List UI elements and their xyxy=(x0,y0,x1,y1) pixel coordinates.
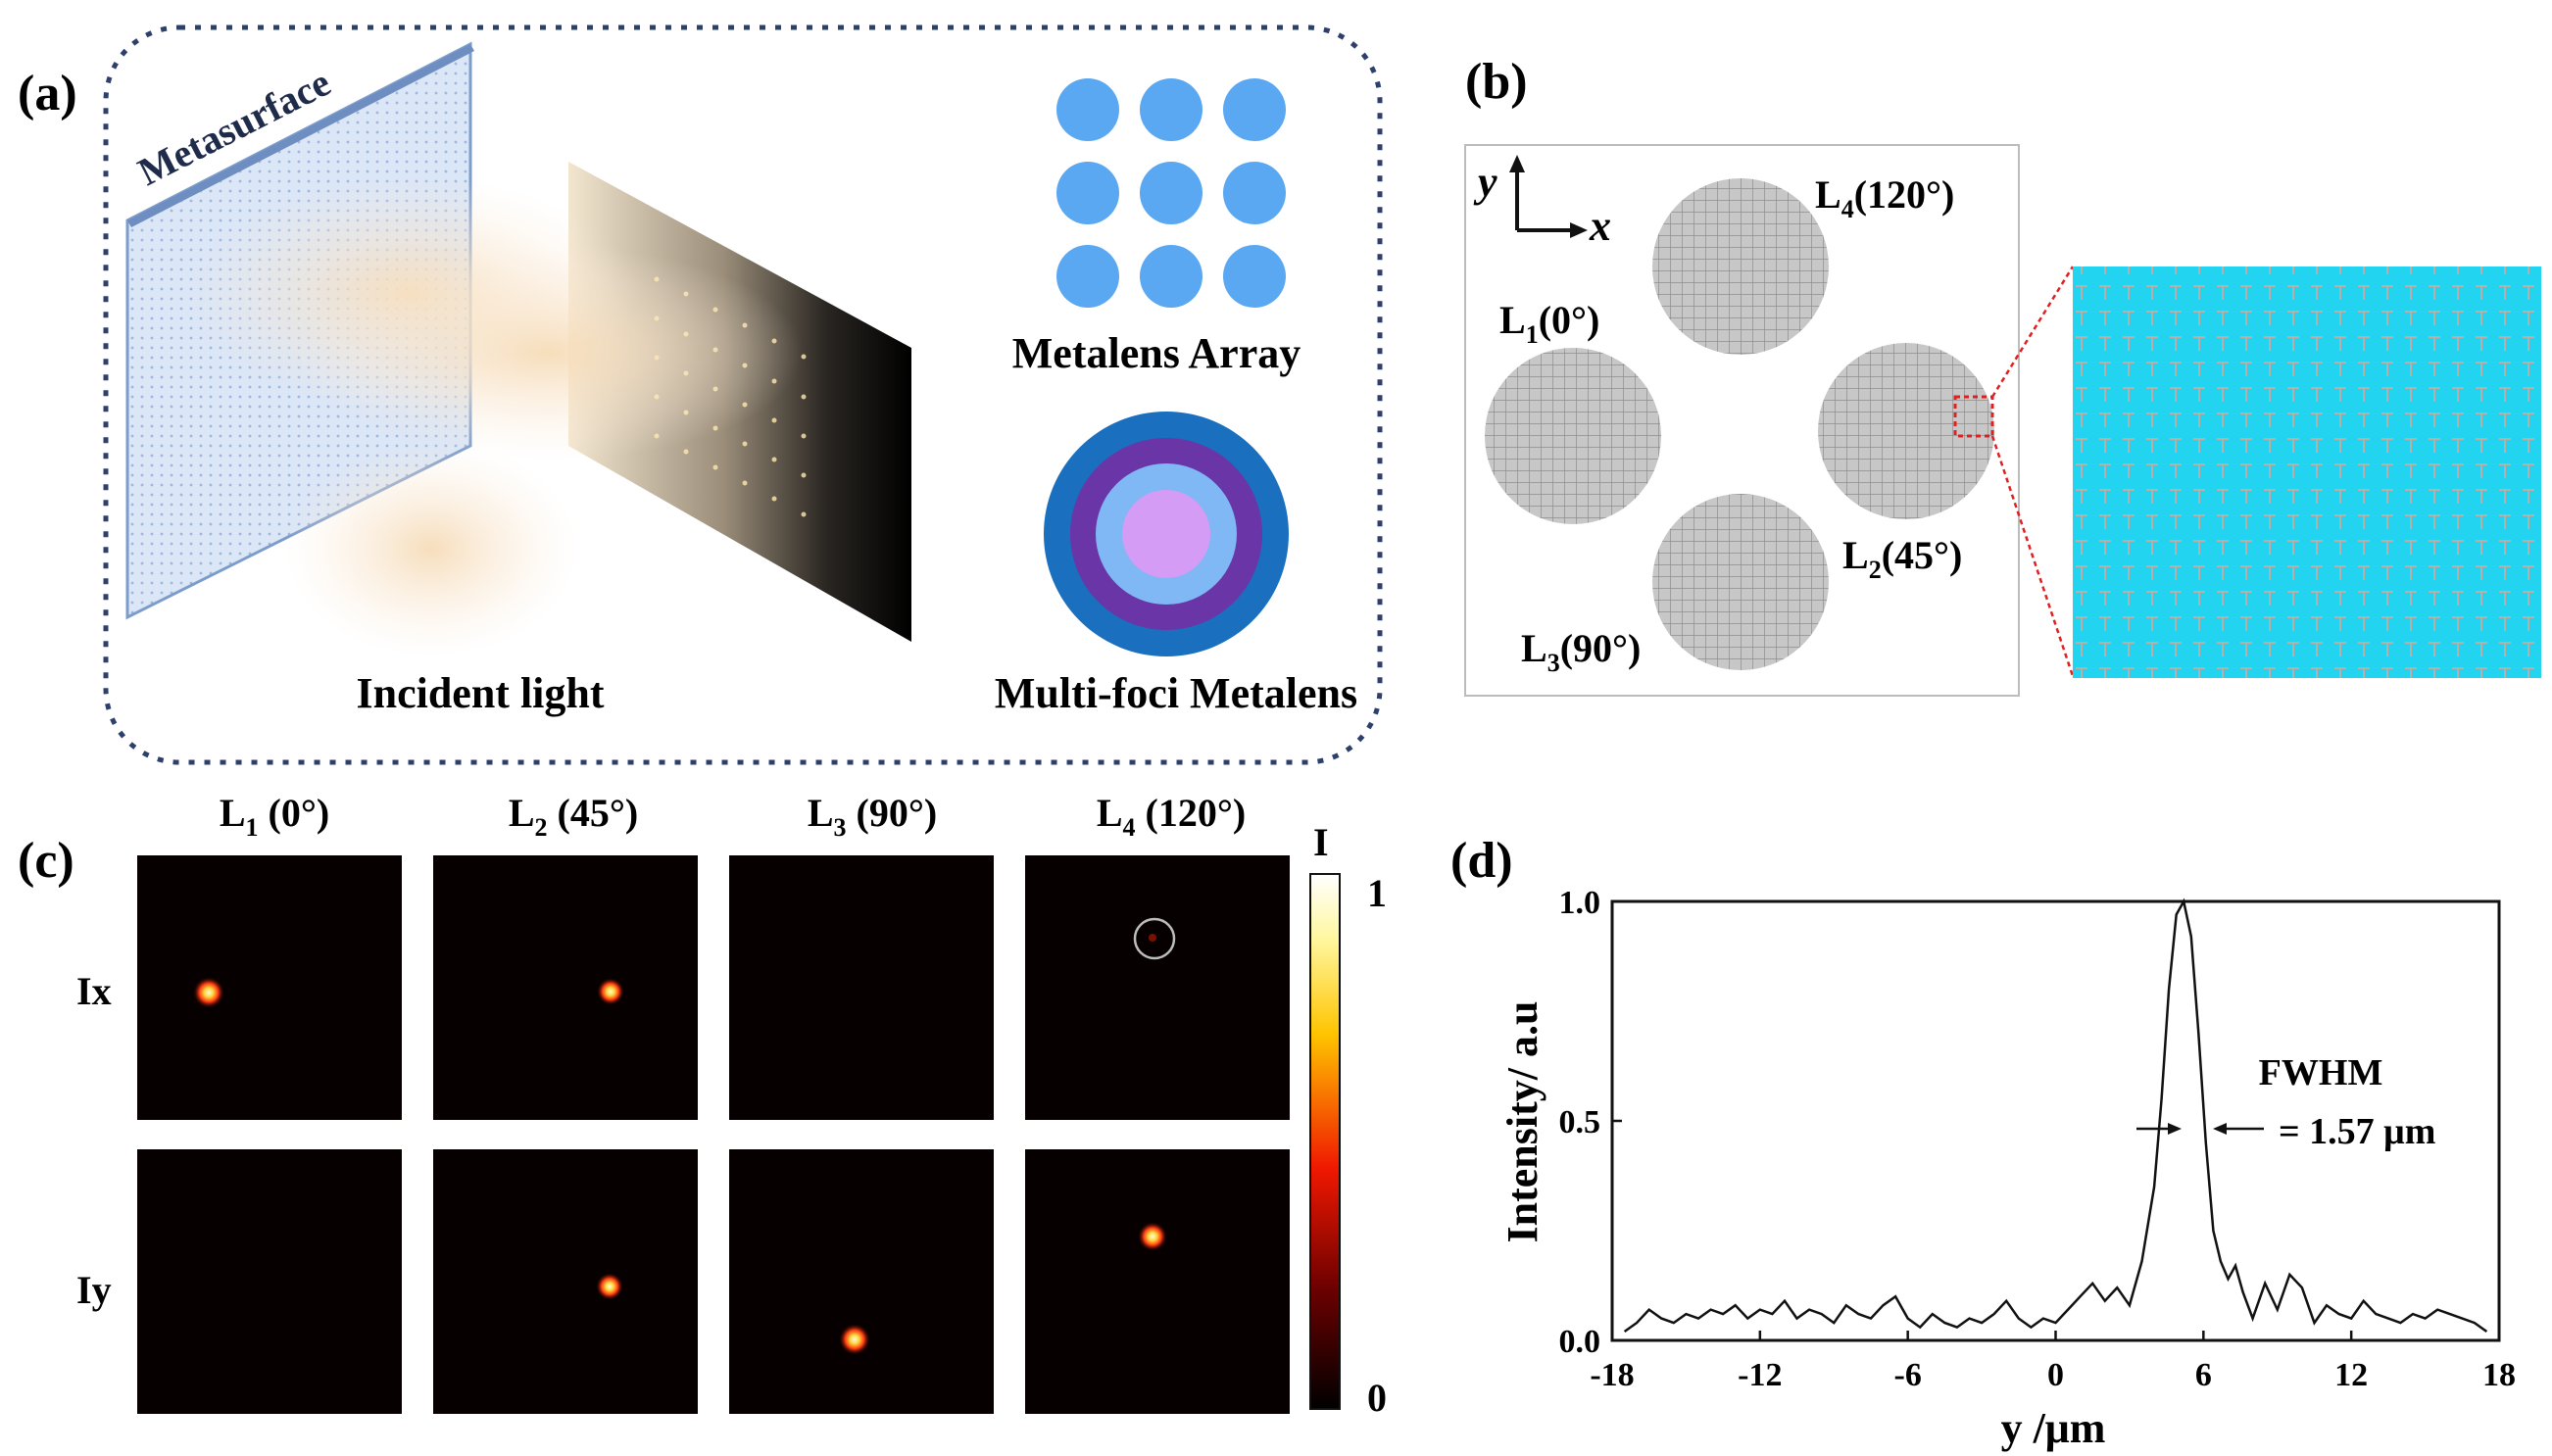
intensity-map-iy-l3 xyxy=(729,1149,994,1414)
x-tick-label: 6 xyxy=(2195,1357,2212,1393)
lens-l4 xyxy=(1652,178,1829,355)
intensity-map-ix-l3 xyxy=(729,855,994,1120)
column-header-l3: L3 (90°) xyxy=(808,791,937,842)
lens-l1 xyxy=(1485,348,1661,524)
incident-light-label: Incident light xyxy=(356,669,604,717)
x-tick-label: -18 xyxy=(1590,1357,1634,1393)
intensity-map-ix-l2 xyxy=(433,855,698,1120)
metalens-array-label: Metalens Array xyxy=(1012,329,1301,377)
y-ticks: 0.0 0.5 1.0 xyxy=(1559,885,1622,1360)
focal-spot xyxy=(193,977,224,1008)
lens-l3 xyxy=(1652,494,1829,670)
intensity-profile-line xyxy=(1623,898,2488,1334)
intensity-map-ix-l1 xyxy=(137,855,402,1120)
zoom-line-top xyxy=(1990,266,2075,398)
metalens-array-icon xyxy=(1056,78,1286,308)
data-points xyxy=(1624,900,2487,1333)
column-header-l2: L2 (45°) xyxy=(509,791,638,842)
zoom-region-marker xyxy=(1953,395,1994,438)
intensity-map-iy-l2 xyxy=(433,1149,698,1414)
x-tick-label: -6 xyxy=(1894,1357,1922,1393)
row-label-ix: Ix xyxy=(76,969,112,1013)
x-tick-label: 0 xyxy=(2047,1357,2064,1393)
panel-c: (c) L1 (0°) L2 (45°) L3 (90°) L4 (120°) … xyxy=(18,791,1387,1420)
column-header-l4: L4 (120°) xyxy=(1097,791,1246,842)
focal-spot xyxy=(1149,934,1156,942)
axis-y-label: y xyxy=(1473,158,1497,206)
multi-foci-label: Multi-foci Metalens xyxy=(995,669,1357,717)
focal-spot xyxy=(596,1273,623,1300)
axis-x-label: x xyxy=(1589,202,1611,250)
weak-focus-circle xyxy=(1133,917,1176,960)
panel-b: (b) y x L4(120°) L1(0°) L2(45°) L3(90°) xyxy=(1464,54,2541,697)
panel-a-border xyxy=(103,24,1383,765)
lens-label-l2: L2(45°) xyxy=(1842,533,1962,584)
lens-label-l4: L4(120°) xyxy=(1815,172,1954,223)
lens-label-l1: L1(0°) xyxy=(1499,298,1599,349)
colorbar xyxy=(1309,873,1341,1410)
panel-a: (a) Metasurface Incident light Metalens … xyxy=(18,24,1383,765)
focal-spot xyxy=(597,978,624,1005)
y-tick-label: 1.0 xyxy=(1559,885,1601,921)
fwhm-arrows xyxy=(2136,1123,2264,1135)
y-tick-label: 0.5 xyxy=(1559,1104,1601,1141)
light-beam xyxy=(284,441,578,656)
metasurface-edge xyxy=(127,44,474,227)
intensity-map-iy-l1 xyxy=(137,1149,402,1414)
focal-spot xyxy=(839,1324,870,1355)
row-label-iy: Iy xyxy=(76,1268,112,1312)
lens-label-l3: L3(90°) xyxy=(1521,626,1641,677)
light-beam xyxy=(294,245,804,461)
intensity-map-iy-l4 xyxy=(1025,1149,1290,1414)
panel-b-label: (b) xyxy=(1465,54,1528,110)
colorbar-title: I xyxy=(1313,820,1329,864)
fwhm-title: FWHM xyxy=(2259,1052,2383,1093)
x-ticks: -18 -12 -6 0 6 12 18 xyxy=(1590,1331,2516,1393)
zoom-line-bottom xyxy=(1990,435,2075,677)
panel-a-label: (a) xyxy=(18,66,77,121)
panel-c-label: (c) xyxy=(18,833,74,889)
focal-spot xyxy=(1138,1222,1167,1251)
axis-indicator xyxy=(1509,155,1588,238)
colorbar-min: 0 xyxy=(1367,1376,1387,1420)
x-tick-label: 18 xyxy=(2482,1357,2516,1393)
y-axis-label: Intensity/ a.u xyxy=(1498,1001,1546,1243)
column-header-l1: L1 (0°) xyxy=(220,791,329,842)
fwhm-value: = 1.57 μm xyxy=(2279,1111,2435,1152)
colorbar-max: 1 xyxy=(1367,871,1387,915)
multi-foci-metalens-icon xyxy=(1044,412,1289,656)
y-tick-label: 0.0 xyxy=(1559,1324,1601,1360)
x-tick-label: -12 xyxy=(1738,1357,1782,1393)
panel-d-label: (d) xyxy=(1450,833,1513,889)
zoomed-metasurface xyxy=(2073,267,2541,678)
x-tick-label: 12 xyxy=(2334,1357,2368,1393)
panel-d: (d) -18 -12 -6 0 6 12 18 0.0 0.5 1.0 y /μm Inten… xyxy=(1450,833,2516,1452)
lens-l2 xyxy=(1818,343,1994,519)
intensity-map-ix-l4 xyxy=(1025,855,1290,1120)
x-axis-label: y /μm xyxy=(2001,1404,2106,1452)
